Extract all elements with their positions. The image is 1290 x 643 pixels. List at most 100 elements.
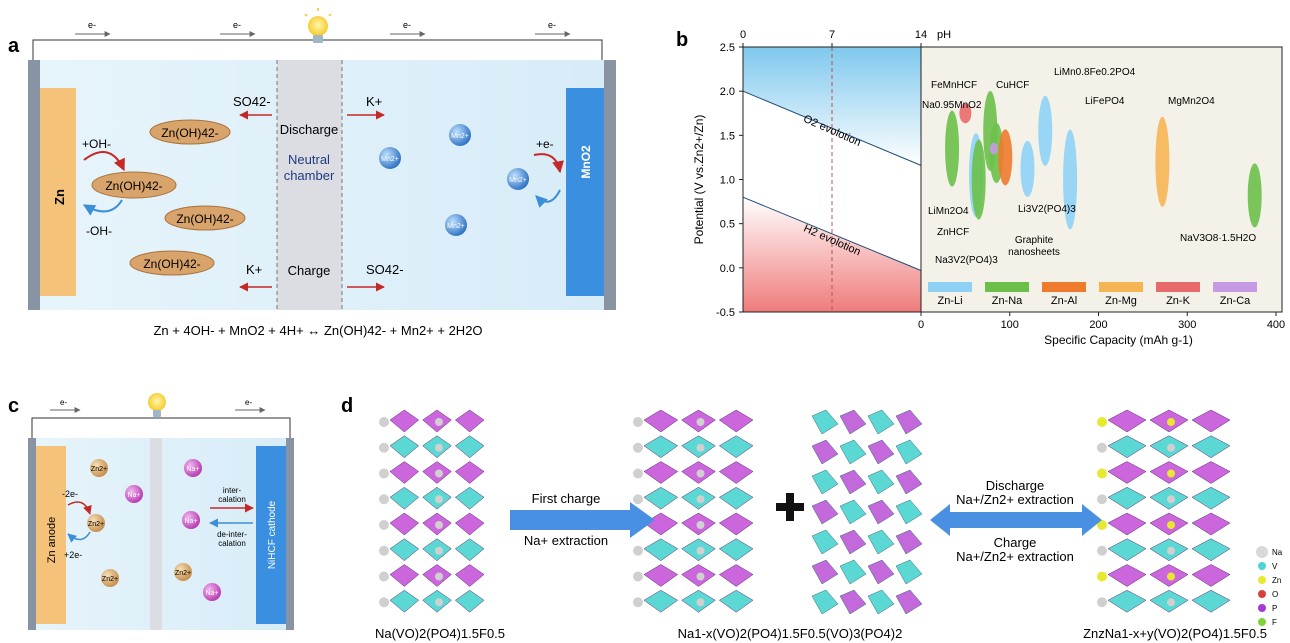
atom (379, 545, 389, 556)
x-tick-label: 400 (1267, 319, 1285, 331)
c-cathode-label: NiHCF cathode (267, 500, 278, 569)
polyhedron (643, 435, 679, 459)
polyhedron (718, 564, 754, 587)
formula-3: ZnzNa1-x+y(VO)2(PO4)1.5F0.5 (1083, 626, 1267, 641)
polyhedron (454, 486, 485, 510)
legend-label: Zn-K (1166, 295, 1191, 307)
c-anode-label: Zn anode (46, 517, 58, 563)
polyhedron (867, 439, 895, 465)
y-tick-label: 2.0 (720, 86, 735, 98)
polyhedron (1107, 589, 1147, 613)
crystal-block (1097, 409, 1231, 613)
y-tick-label: 2.5 (720, 42, 735, 54)
discharge-label: Discharge (280, 122, 339, 137)
atom (1167, 598, 1175, 607)
polyhedron (718, 538, 754, 562)
intercalation-label-1: inter- (223, 486, 242, 495)
plus-sign (776, 493, 804, 521)
polyhedron (867, 469, 895, 495)
c-light-bulb-icon (148, 393, 166, 417)
minus-oh-label: -OH- (86, 224, 112, 238)
legend-label: Zn-Na (992, 295, 1023, 307)
electron-label-4: e- (548, 20, 556, 30)
polyhedron (867, 529, 895, 555)
legend-atom-dot (1256, 546, 1268, 558)
x-tick-label: 0 (918, 319, 924, 331)
polyhedron (718, 409, 754, 433)
intercalation-label-2: calation (218, 495, 246, 504)
atom (633, 494, 643, 505)
atom (696, 546, 705, 555)
legend-swatch (1042, 282, 1086, 292)
discharge-extraction-label: Na+/Zn2+ extraction (956, 492, 1074, 507)
first-charge-label: First charge (532, 491, 601, 506)
material-ellipse (1038, 95, 1053, 166)
zincate-label-4: Zn(OH)42- (143, 257, 200, 271)
mn-label-2: Mn2+ (381, 156, 399, 163)
ph-tick-label: 14 (915, 29, 927, 41)
polyhedron (811, 499, 839, 525)
atom (435, 469, 443, 478)
formula-1: Na(VO)2(PO4)1.5F0.5 (375, 626, 505, 641)
discharge-d-label: Discharge (986, 478, 1045, 493)
polyhedron (718, 512, 754, 536)
panel-a: a e- e- e- e- Zn MnO2 Neu (8, 8, 616, 338)
polyhedron (867, 499, 895, 525)
plus-oh-arrow (83, 151, 125, 172)
h2-region (743, 197, 921, 312)
c-external-wire (31, 417, 291, 438)
polyhedron (839, 559, 867, 585)
polyhedron (895, 529, 923, 555)
atom (633, 571, 643, 582)
panel-d: d First charge Na+ extraction + Discharg… (341, 395, 1283, 641)
crystal-block (379, 409, 485, 613)
x-tick-label: 200 (1089, 319, 1107, 331)
material-ellipse (1155, 116, 1170, 207)
legend-atom-dot (1258, 576, 1266, 584)
ph-tick-label: 0 (740, 29, 746, 41)
legend-label: Zn-Ca (1220, 295, 1251, 307)
zincate-label-1: Zn(OH)42- (161, 126, 218, 140)
polyhedron (811, 589, 839, 615)
x-tick-label: 100 (1001, 319, 1019, 331)
legend-atom-label: O (1272, 590, 1278, 599)
material-label: MgMn2O4 (1168, 96, 1215, 107)
legend-swatch (985, 282, 1029, 292)
atom (1167, 418, 1175, 426)
atom (696, 572, 705, 581)
atom (435, 598, 443, 607)
neutral-chamber (277, 60, 342, 310)
material-label: ZnHCF (937, 227, 969, 238)
polyhedron (718, 435, 754, 459)
zn-ions-c: Zn2+ Zn2+ Zn2+ Zn2+ (87, 459, 192, 587)
zn-ion-label-4: Zn2+ (175, 570, 191, 577)
charge-label: Charge (288, 263, 331, 278)
c-electron-label-1: e- (60, 398, 67, 407)
polyhedron (454, 538, 485, 562)
polyhedron (839, 409, 867, 435)
panel-d-letter: d (341, 395, 353, 417)
crystal-block (811, 409, 923, 615)
y-tick-label: 0.5 (720, 219, 735, 231)
atom (696, 598, 705, 607)
chamber-label-line1: Neutral (288, 152, 330, 167)
material-ellipse (1020, 140, 1035, 197)
polyhedron (718, 486, 754, 510)
charge-extraction-label: Na+/Zn2+ extraction (956, 549, 1074, 564)
polyhedron (389, 538, 420, 562)
atom (435, 443, 443, 452)
polyhedron (1107, 538, 1147, 562)
polyhedron (389, 461, 420, 484)
atom (1167, 521, 1175, 529)
panel-c-letter: c (8, 395, 19, 417)
polyhedron (867, 409, 895, 435)
atom (379, 494, 389, 505)
legend-atom-dot (1258, 562, 1266, 570)
cathode-collector (604, 60, 616, 310)
material-label: LiFePO4 (1085, 96, 1125, 107)
atom-legend: Na V Zn OPF (1256, 546, 1283, 627)
y-tick-label: 1.5 (720, 130, 735, 142)
ph-tick-label: 7 (829, 29, 835, 41)
